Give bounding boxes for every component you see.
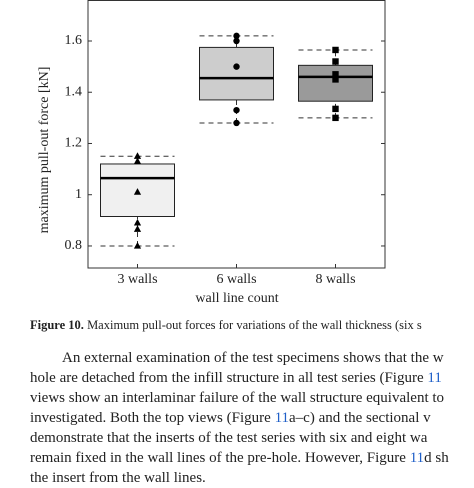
point xyxy=(233,32,240,40)
text: views show an interlaminar failure of th… xyxy=(30,390,445,406)
point xyxy=(233,106,240,114)
point xyxy=(332,76,339,83)
paragraph: An external examination of the test spec… xyxy=(30,348,449,488)
x-tick-label: 6 walls xyxy=(216,272,256,287)
box xyxy=(199,46,274,101)
chart: maximum pull-out force [kN] wall line co… xyxy=(37,0,386,306)
caption-text: Maximum pull-out forces for variations o… xyxy=(83,318,422,332)
figure-link[interactable]: 11 xyxy=(274,410,290,426)
point xyxy=(332,46,339,54)
y-tick-label: 1.4 xyxy=(65,84,83,99)
point xyxy=(133,241,142,249)
point xyxy=(332,105,339,113)
y-tick-label: 1.2 xyxy=(65,136,83,151)
text: a–c) and the sectional v xyxy=(289,410,431,426)
text-line: investigated. Both the top views (Figure… xyxy=(30,408,449,428)
point xyxy=(332,71,339,78)
point xyxy=(133,225,142,232)
point xyxy=(133,218,142,226)
caption: Figure 10. Maximum pull-out forces for v… xyxy=(30,318,422,333)
text: remain fixed in the wall lines of the pr… xyxy=(30,450,410,466)
text: hole are detached from the infill struct… xyxy=(30,370,428,386)
figure-link[interactable]: 11 xyxy=(409,450,425,466)
caption-label: Figure 10. xyxy=(30,318,84,332)
text: An external examination of the test spec… xyxy=(62,350,444,366)
box xyxy=(298,64,373,102)
text-line: views show an interlaminar failure of th… xyxy=(30,388,449,408)
page: maximum pull-out force [kN] wall line co… xyxy=(30,0,449,486)
point xyxy=(133,157,142,165)
y-axis-label: maximum pull-out force [kN] xyxy=(37,67,52,234)
point xyxy=(233,63,240,70)
text: d sh xyxy=(424,450,449,466)
point xyxy=(133,188,142,195)
text-line: demonstrate that the inserts of the test… xyxy=(30,428,449,448)
text: investigated. Both the top views (Figure xyxy=(30,410,275,426)
text-line: remain fixed in the wall lines of the pr… xyxy=(30,448,449,468)
text: the insert from the wall lines. xyxy=(30,470,206,486)
text-line: hole are detached from the infill struct… xyxy=(30,368,449,388)
y-tick-label: 0.8 xyxy=(65,238,83,253)
text: demonstrate that the inserts of the test… xyxy=(30,430,428,446)
point xyxy=(233,119,240,127)
point xyxy=(233,37,240,45)
text-line: An external examination of the test spec… xyxy=(30,348,449,368)
x-tick-label: 3 walls xyxy=(117,272,157,287)
point xyxy=(332,58,339,65)
x-axis-label: wall line count xyxy=(195,291,278,306)
y-tick-label: 1.6 xyxy=(65,33,83,48)
point xyxy=(332,114,339,122)
point xyxy=(133,152,142,159)
y-tick-label: 1 xyxy=(75,187,82,202)
figure-link[interactable]: 11 xyxy=(427,370,442,386)
text-line: the insert from the wall lines. xyxy=(30,468,449,488)
x-tick-label: 8 walls xyxy=(315,272,355,287)
